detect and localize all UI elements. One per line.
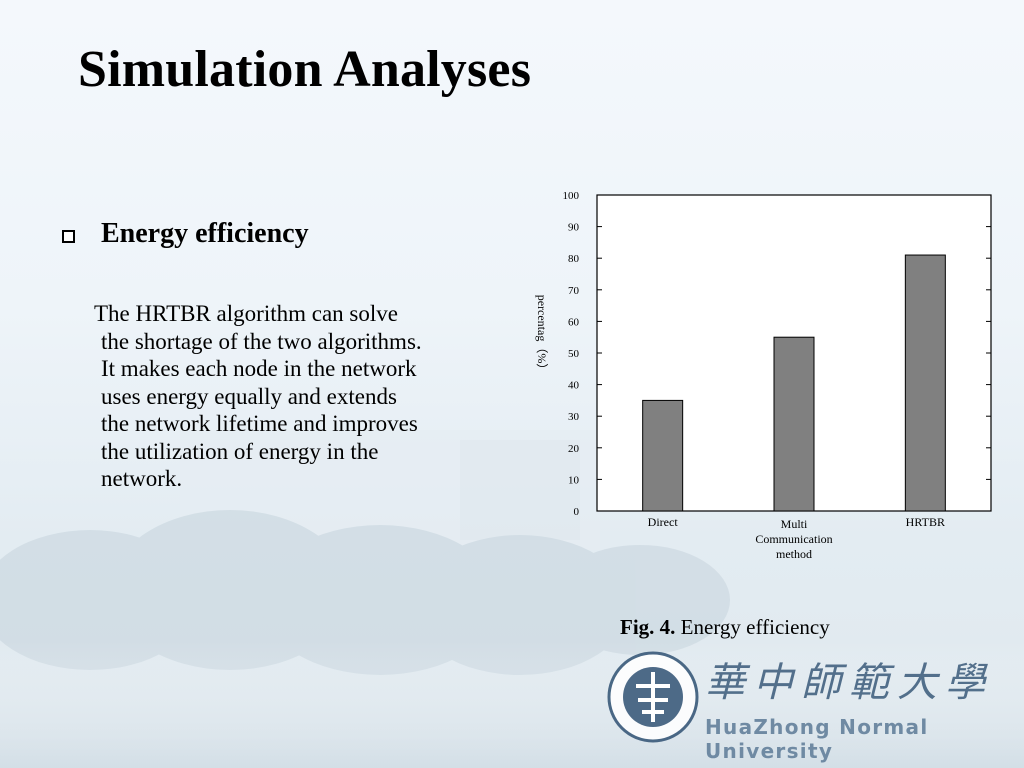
bullet-item: Energy efficiency bbox=[62, 218, 309, 250]
y-tick-label: 90 bbox=[568, 222, 580, 234]
bar bbox=[642, 399, 684, 512]
bar bbox=[904, 254, 946, 512]
y-tick-label: 40 bbox=[568, 380, 580, 392]
body-line: network. bbox=[101, 466, 183, 491]
university-seal-logo bbox=[607, 651, 699, 743]
body-line: uses energy equally and extends bbox=[101, 383, 397, 409]
y-tick-label: 60 bbox=[568, 316, 580, 328]
y-tick-label: 10 bbox=[568, 474, 580, 486]
y-tick-label: 70 bbox=[568, 285, 580, 297]
y-axis-label: percentag（%） bbox=[535, 295, 549, 376]
y-tick-label: 50 bbox=[568, 348, 580, 360]
page-title: Simulation Analyses bbox=[78, 41, 532, 98]
body-line: the utilization of energy in the bbox=[101, 438, 379, 464]
x-tick-label: Direct bbox=[648, 515, 679, 529]
body-line: It makes each node in the network bbox=[101, 356, 417, 381]
square-bullet-icon bbox=[62, 229, 75, 243]
caption-label: Fig. 4. bbox=[620, 615, 676, 639]
bar-chart: 0 10 20 30 40 50 60 70 80 90 100 Direct Multi Communi… bbox=[535, 190, 992, 561]
body-paragraph: The HRTBR algorithm can solve the shorta… bbox=[94, 300, 511, 493]
x-tick-label: HRTBR bbox=[906, 515, 945, 529]
university-name-chinese: 華中師範大學 bbox=[705, 660, 993, 706]
y-tick-label: 100 bbox=[563, 190, 580, 202]
caption-text: Energy efficiency bbox=[680, 615, 830, 639]
x-tick-label: Multi Communication method bbox=[755, 517, 832, 561]
university-name-english: HuaZhong Normal University bbox=[705, 715, 929, 763]
bullet-heading: Energy efficiency bbox=[101, 218, 309, 249]
figure-caption: Fig. 4. Energy efficiency bbox=[620, 615, 830, 640]
body-line: the network lifetime and improves bbox=[101, 411, 418, 436]
body-line: the shortage of the two algorithms. bbox=[101, 328, 422, 354]
y-tick-label: 20 bbox=[568, 443, 580, 455]
y-tick-label: 30 bbox=[568, 411, 580, 423]
y-tick-label: 80 bbox=[568, 253, 580, 265]
bar bbox=[773, 336, 815, 512]
y-tick-label: 0 bbox=[574, 506, 580, 518]
body-line: The HRTBR algorithm can solve bbox=[94, 301, 398, 326]
